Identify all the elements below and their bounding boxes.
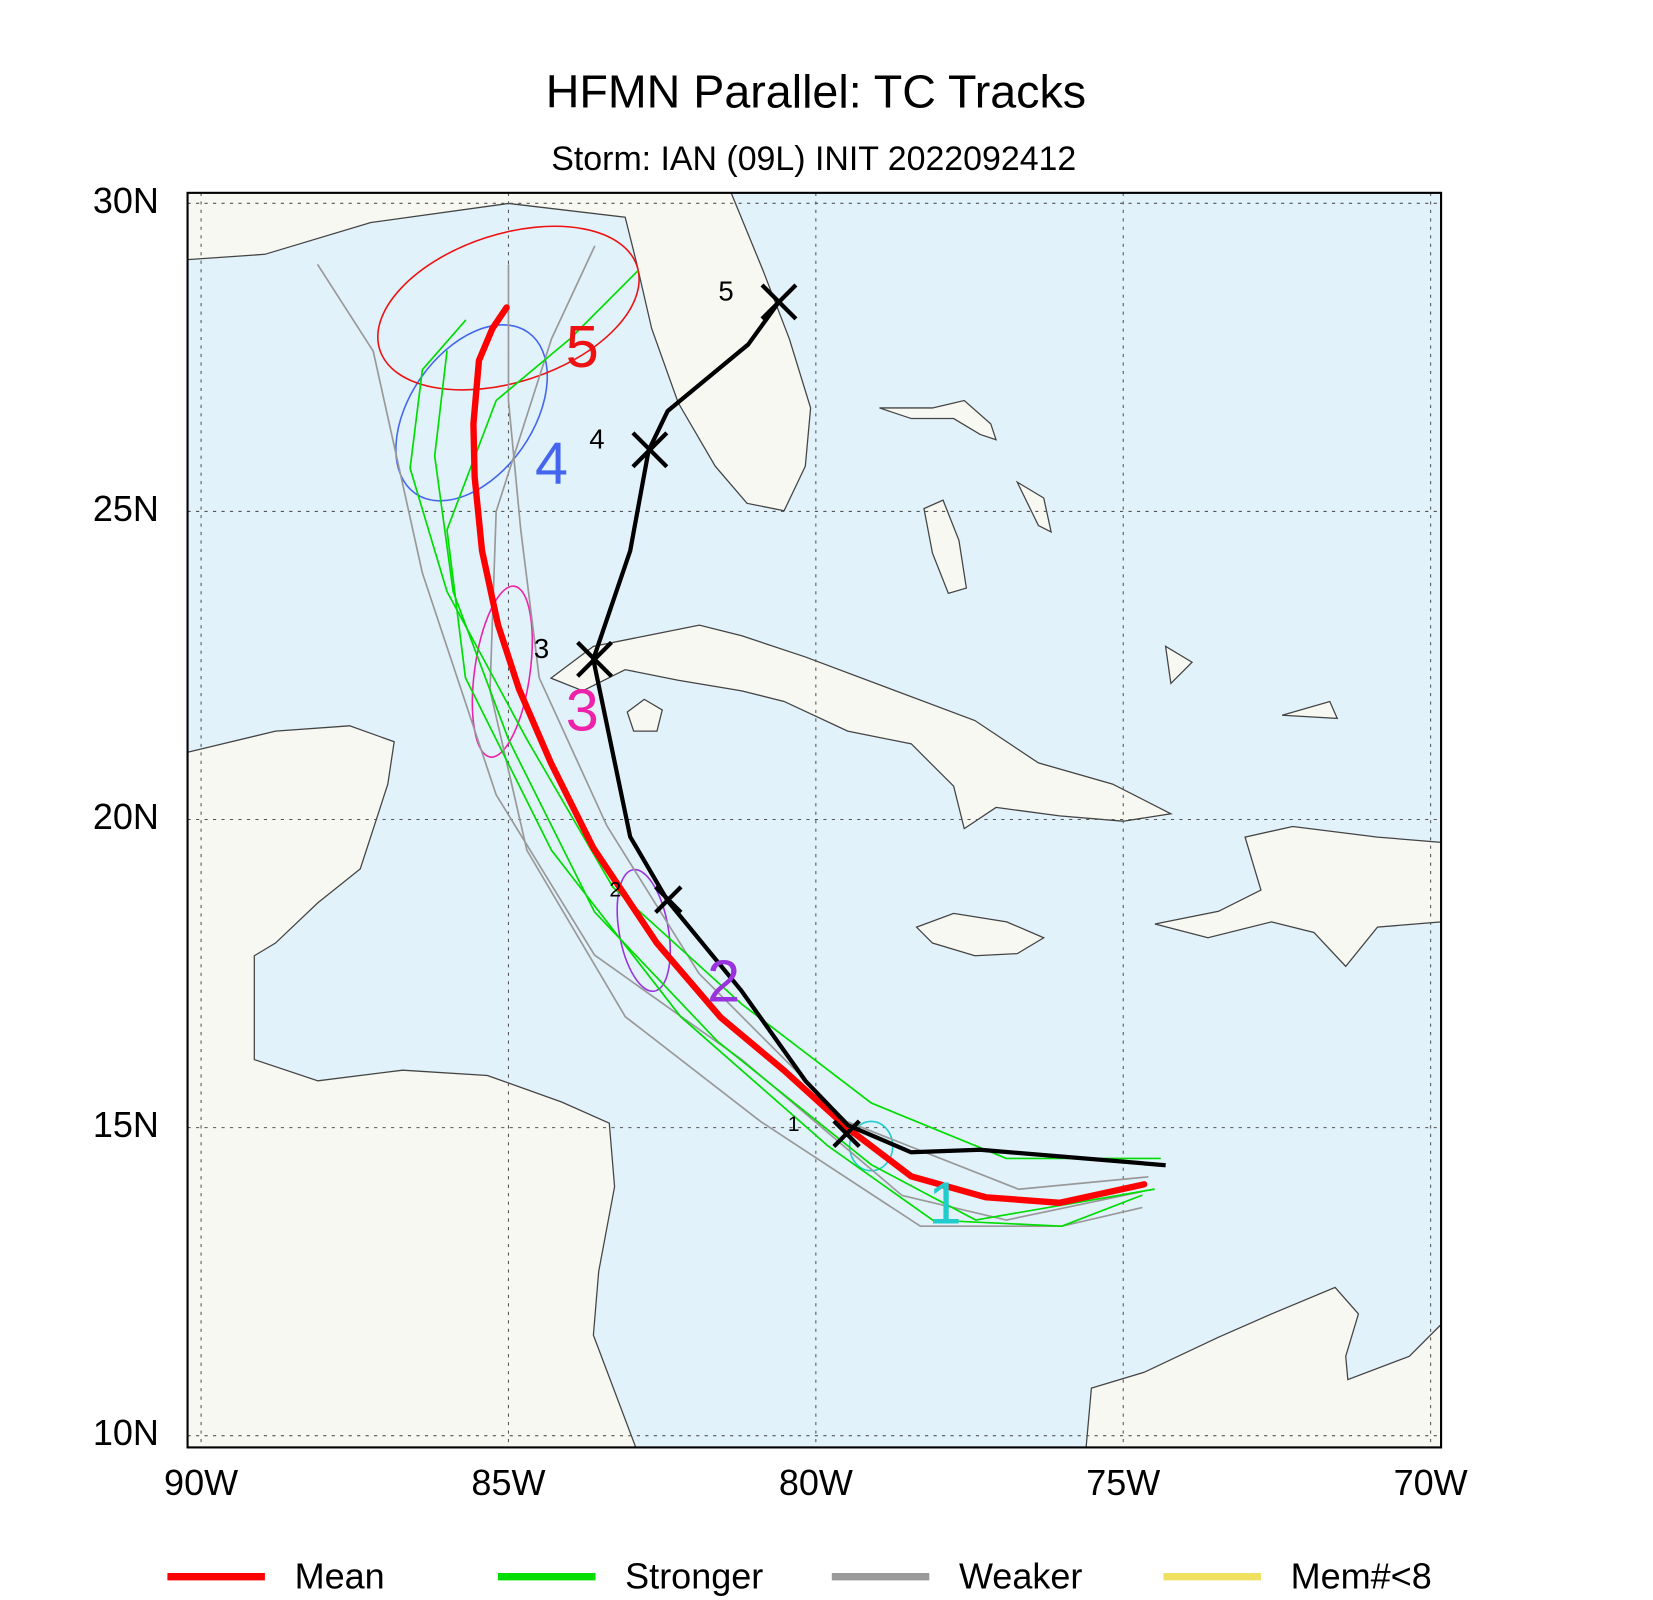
track-line [446,270,1143,1228]
ellipse-label: 3 [566,676,599,743]
x-tick-label: 80W [779,1462,853,1503]
x-tick-label: 90W [164,1462,238,1503]
ellipse-label: 2 [707,948,740,1015]
day-label: 2 [609,879,621,902]
track-line [409,319,1161,1160]
track-line [433,350,1155,1221]
chart-title: HFMN Parallel: TC Tracks [546,66,1086,118]
uncertainty-ellipse [377,225,640,391]
x-tick-label: 70W [1394,1462,1468,1503]
day-label: 4 [589,424,604,455]
day-marker [654,885,683,914]
x-tick-label: 75W [1086,1462,1160,1503]
y-tick-label: 20N [93,796,159,837]
uncertainty-ellipse [471,585,534,758]
day-marker [576,640,613,678]
land [187,192,1442,1448]
ellipse-label: 5 [566,313,599,380]
day-marker [760,283,798,321]
ellipse-label: 4 [535,430,568,497]
observed-track [591,300,1166,1168]
legend-label: Mean [295,1555,385,1596]
day-label: 3 [534,633,549,664]
legend-label: Mem#<8 [1291,1555,1432,1596]
track-line [489,245,1143,1228]
y-tick-label: 25N [93,488,159,529]
y-tick-label: 15N [93,1104,159,1145]
chart-subtitle: Storm: IAN (09L) INIT 2022092412 [551,140,1076,178]
x-tick-label: 85W [471,1462,545,1503]
day-label: 1 [788,1113,800,1136]
legend-label: Stronger [625,1555,763,1596]
day-label: 5 [718,276,733,307]
day-marker [631,431,669,469]
track-line [317,264,1143,1221]
y-tick-label: 30N [93,180,159,221]
ellipse-label: 1 [928,1169,961,1236]
y-tick-label: 10N [93,1412,159,1453]
legend-label: Weaker [959,1555,1082,1596]
tracks: 1 2 3 4 5 1 2 3 4 5 [187,192,1442,1448]
track-line [507,264,1149,1191]
track-line [470,304,1148,1206]
uncertainty-ellipse [616,868,671,993]
day-marker [832,1119,861,1148]
plot-frame [186,191,1443,1449]
